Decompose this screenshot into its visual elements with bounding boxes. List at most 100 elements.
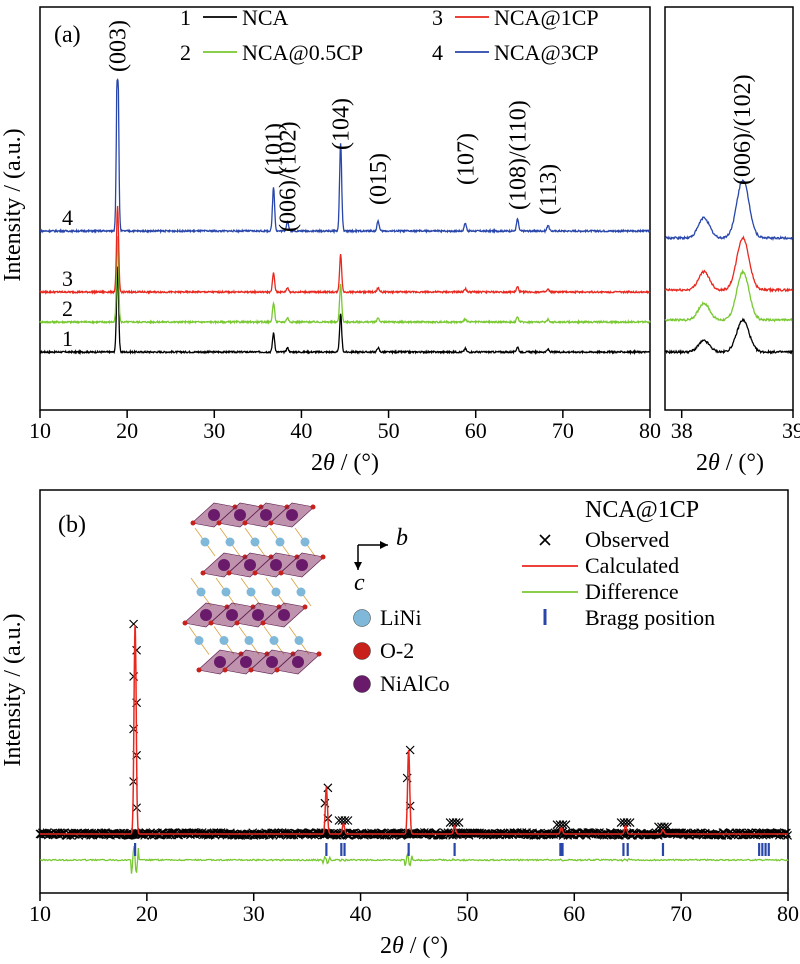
atom-lini xyxy=(194,636,204,645)
peak-label: (108)/(110) xyxy=(506,100,532,210)
legend-number-2: 2 xyxy=(180,40,191,65)
observed-point xyxy=(622,818,632,828)
panel-b-y-label: Intensity / (a.u.) xyxy=(0,613,26,766)
atom-nialco xyxy=(270,559,282,571)
atom-nialco xyxy=(260,509,272,521)
x-tick-label: 60 xyxy=(563,901,585,926)
atom-nialco xyxy=(252,609,264,621)
trace-nca-1cp xyxy=(39,205,651,295)
legend-label-4: NCA@3CP xyxy=(494,40,599,65)
atom-lini xyxy=(271,587,281,597)
peak-label: (003) xyxy=(106,20,132,72)
zoom-trace-nca-1cp xyxy=(664,235,794,294)
x-tick-label: 20 xyxy=(116,418,138,443)
atom-legend-label: LiNi xyxy=(380,605,422,630)
observed-point xyxy=(561,820,571,830)
atom-oxygen xyxy=(242,520,248,526)
observed-point xyxy=(451,818,461,828)
atom-oxygen xyxy=(302,604,308,610)
atom-lini xyxy=(300,537,310,547)
atom-lini xyxy=(246,587,256,597)
legend-label-observed: Observed xyxy=(585,527,669,552)
atom-oxygen xyxy=(226,570,232,576)
x-tick-label: 39 xyxy=(782,418,800,443)
crystal-axes: b c xyxy=(354,525,408,596)
atom-legend-dot xyxy=(353,642,371,660)
panel-a-x-ticks: 10 20 30 40 50 60 70 80 xyxy=(29,410,661,443)
atom-oxygen xyxy=(222,667,228,673)
atom-nialco xyxy=(240,656,252,668)
x-tick-label: 50 xyxy=(378,418,400,443)
observed-point xyxy=(340,816,350,825)
observed-point xyxy=(343,816,353,825)
panel-b-legend: NCA@1CP ObservedCalculatedDifferenceBrag… xyxy=(522,497,715,630)
atom-lini xyxy=(221,587,231,597)
panel-zoom-x-label: 2θ / (°) xyxy=(696,450,764,476)
observed-point xyxy=(454,818,464,828)
atom-nialco xyxy=(266,656,278,668)
zoom-trace-nca-3cp xyxy=(664,179,794,241)
atom-oxygen xyxy=(208,620,214,626)
atom-oxygen xyxy=(234,620,240,626)
observed-point xyxy=(660,822,669,832)
difference-series xyxy=(39,846,789,874)
panel-b-x-ticks: 10 20 30 40 50 60 70 80 xyxy=(29,893,799,926)
atom-legend-label: NiAlCo xyxy=(380,671,450,696)
atom-oxygen xyxy=(200,570,206,576)
observed-point xyxy=(405,745,415,755)
atom-lini xyxy=(294,636,304,645)
panel-a-label: (a) xyxy=(54,22,81,48)
observed-point xyxy=(435,830,445,840)
legend-number-3: 3 xyxy=(432,5,443,30)
panel-b-label: (b) xyxy=(58,512,86,538)
atom-lini xyxy=(296,587,306,597)
panel-a-zoom: (006)/(102) 38 39 2θ / (°) xyxy=(664,6,800,476)
atom-lini xyxy=(269,636,279,645)
atom-lini xyxy=(200,537,210,547)
panel-a-x-label: 2θ / (°) xyxy=(311,450,379,476)
atom-lini xyxy=(225,537,235,547)
observed-point xyxy=(129,829,139,839)
panel-zoom-frame xyxy=(664,6,794,411)
peak-label: (107) xyxy=(453,133,479,185)
panel-zoom-x-ticks: 38 39 xyxy=(671,410,800,443)
x-tick-label: 70 xyxy=(552,418,574,443)
legend-label-1: NCA xyxy=(242,5,289,30)
x-tick-label: 30 xyxy=(203,418,225,443)
panel-zoom-annotation: (006)/(102) xyxy=(730,74,756,185)
atom-oxygen xyxy=(182,620,188,626)
observed-point xyxy=(781,828,791,838)
atom-nialco xyxy=(286,509,298,521)
panel-b-frame xyxy=(39,489,789,894)
trace-nca-0-5cp xyxy=(39,236,651,326)
atom-oxygen xyxy=(320,554,326,560)
x-tick-label: 70 xyxy=(670,901,692,926)
peak-label: (113) xyxy=(536,164,562,215)
atom-lini xyxy=(196,587,206,597)
atom-nialco xyxy=(292,656,304,668)
series-number-2: 2 xyxy=(62,296,73,321)
panel-b-x-label: 2θ / (°) xyxy=(380,933,448,959)
calculated-series xyxy=(40,624,788,835)
atom-nialco xyxy=(234,509,246,521)
legend-label-3: NCA@1CP xyxy=(494,5,599,30)
legend-number-4: 4 xyxy=(432,40,443,65)
atom-nialco xyxy=(296,559,308,571)
observed-point xyxy=(663,822,672,832)
observed-point xyxy=(323,783,333,793)
x-tick-label: 10 xyxy=(29,418,51,443)
atom-oxygen xyxy=(268,520,274,526)
x-tick-label: 20 xyxy=(136,901,158,926)
atom-nialco xyxy=(226,609,238,621)
trace-nca-3cp xyxy=(39,78,651,235)
panel-a-frame xyxy=(39,6,651,411)
atom-nialco xyxy=(200,609,212,621)
legend-label-calculated: Calculated xyxy=(585,553,679,578)
axis-b-label: b xyxy=(396,525,408,551)
atom-oxygen xyxy=(248,667,254,673)
panel-a-peak-labels: (003) (101)(006)/(102) (104) (015) (107) (108… xyxy=(106,20,562,232)
legend-observed-marker xyxy=(539,534,551,546)
peak-label: (101) xyxy=(262,123,288,175)
legend-label-2: NCA@0.5CP xyxy=(242,40,363,65)
atom-oxygen xyxy=(196,667,202,673)
